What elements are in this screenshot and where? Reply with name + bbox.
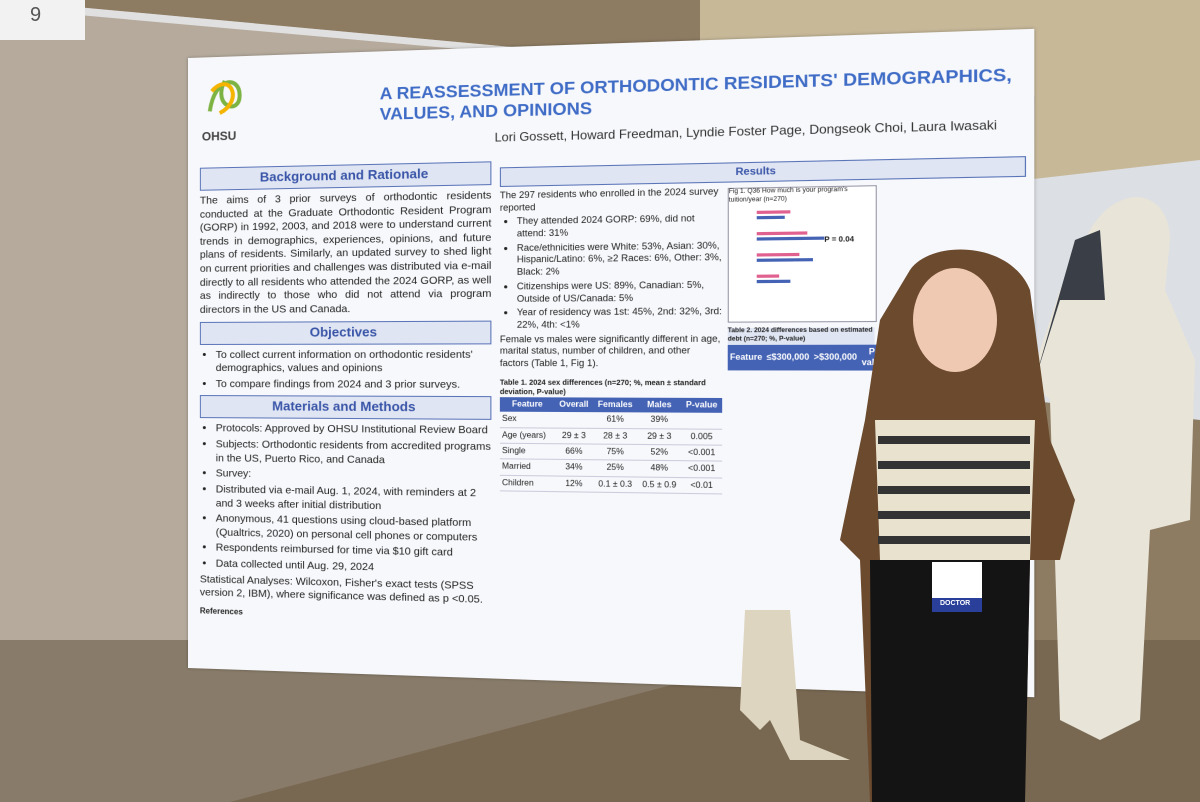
sign-number: 9: [30, 4, 42, 26]
badge-role: DOCTOR: [940, 600, 971, 607]
